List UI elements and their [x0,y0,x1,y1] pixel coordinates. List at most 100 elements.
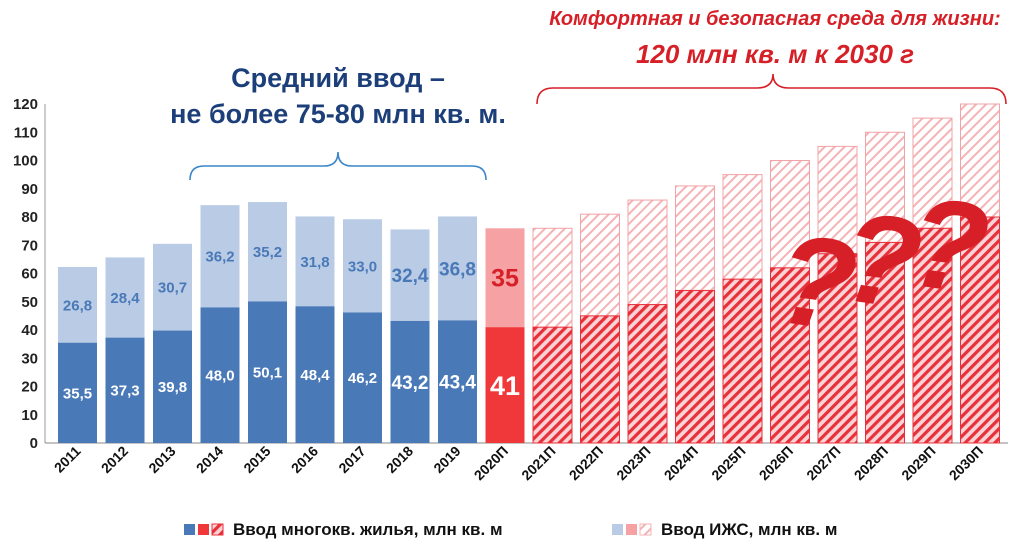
bar-multi [58,342,97,443]
bar-multi [485,327,525,443]
bar-izhs [58,267,97,343]
y-tick-label: 30 [21,350,38,367]
x-tick-label: 2015 [240,443,273,476]
y-tick-label: 100 [13,153,38,170]
bar-multi [912,227,953,444]
data-label-izhs: 28,4 [110,290,140,307]
x-tick-label: 2018 [383,443,416,476]
data-label-izhs: 31,8 [300,254,329,271]
bar-izhs [485,228,525,328]
x-tick-label: 2023П [613,443,653,483]
x-tick-label: 2026П [756,443,796,483]
data-label-multi: 43,2 [392,373,429,394]
bar-multi [722,278,763,444]
data-label-izhs: 26,8 [63,297,92,314]
bar-izhs [627,199,668,306]
y-tick-label: 20 [21,379,38,396]
data-label-izhs: 35,2 [253,244,282,261]
bar-izhs [390,229,430,321]
bar-izhs [248,202,287,302]
legend: Ввод многокв. жилья, млн кв. м Ввод ИЖС,… [184,520,837,539]
bar-multi [817,253,858,444]
y-tick-label: 10 [21,407,38,424]
legend-swatch-multi-forecast [211,523,224,536]
bar-multi [105,337,145,443]
right-annotation-line2: 120 млн кв. м к 2030 г [636,39,914,69]
right-brace [536,73,1007,105]
y-tick-label: 40 [21,322,38,339]
data-label-izhs: 30,7 [158,280,187,297]
bar-multi [343,312,382,443]
right-annotation-line1: Комфортная и безопасная среда для жизни: [549,8,1000,30]
bar-izhs [153,243,192,331]
y-tick-label: 0 [30,435,38,452]
x-tick-label: 2029П [898,443,938,483]
bar-multi [675,289,715,444]
x-axis-ticks: 2011 2012 2013 2014 2015 2016 2017 2018 2019 2020… [51,443,986,484]
bar-multi [532,326,573,444]
x-tick-label: 2012 [98,443,131,476]
data-labels: 35,5 26,8 37,3 28,4 39,8 30,7 48,0 36,2 50,1 35,2… [63,244,520,402]
data-label-multi: 50,1 [253,365,282,382]
legend-swatch-izhs-forecast [639,523,652,536]
bar-series [58,103,1000,444]
y-tick-label: 90 [21,181,38,198]
y-tick-label: 50 [21,294,38,311]
bar-izhs [675,185,715,291]
bar-multi [438,320,477,443]
bar-multi [627,304,668,444]
bar-izhs [912,117,953,229]
left-annotation-line2: не более 75-80 млн кв. м. [170,99,506,129]
legend-label-izhs: Ввод ИЖС, млн кв. м [661,520,837,539]
data-label-multi: 41 [490,371,520,401]
y-tick-label: 60 [21,266,38,283]
data-label-izhs: 32,4 [392,266,429,287]
bar-izhs [532,227,573,328]
data-label-izhs: 35 [491,265,519,293]
data-label-izhs: 36,8 [439,259,476,280]
x-tick-label: 2025П [708,443,748,483]
x-tick-label: 2011 [51,443,84,476]
left-brace [189,151,487,181]
bar-multi [580,315,620,444]
x-tick-label: 2020П [471,443,511,483]
data-label-multi: 35,5 [63,385,92,402]
data-label-multi: 48,0 [205,368,234,385]
y-tick-label: 70 [21,237,38,254]
x-tick-label: 2022П [566,443,606,483]
bar-izhs [105,257,145,338]
bar-izhs [295,216,335,307]
bar-multi [960,216,1000,444]
bar-izhs [580,213,620,317]
legend-swatch-izhs-current [626,524,637,535]
bar-izhs [865,131,905,243]
x-tick-label: 2024П [661,443,701,483]
y-tick-label: 80 [21,209,38,226]
bar-izhs [722,174,763,280]
bar-multi [770,267,810,444]
y-tick-label: 110 [14,124,38,141]
y-tick-label: 120 [13,96,38,113]
data-label-multi: 48,4 [300,367,330,384]
x-tick-label: 2017 [335,443,368,476]
bar-multi [295,306,335,443]
bar-izhs [343,219,382,313]
x-tick-label: 2013 [145,443,178,476]
legend-label-multi: Ввод многокв. жилья, млн кв. м [233,520,503,539]
data-label-multi: 46,2 [348,370,377,387]
bar-izhs [200,205,240,308]
x-tick-label: 2028П [851,443,891,483]
bar-izhs [817,145,858,255]
legend-swatch-multi-actual [184,524,195,535]
x-tick-label: 2027П [803,443,843,483]
x-tick-label: 2016 [288,443,321,476]
bar-multi [200,307,240,443]
legend-swatch-izhs-actual [612,524,623,535]
bar-izhs [960,103,1000,218]
bar-multi [248,301,287,443]
x-tick-label: 2014 [193,443,226,476]
data-label-izhs: 36,2 [205,249,234,266]
bar-multi [865,241,905,444]
bar-izhs [438,216,477,321]
